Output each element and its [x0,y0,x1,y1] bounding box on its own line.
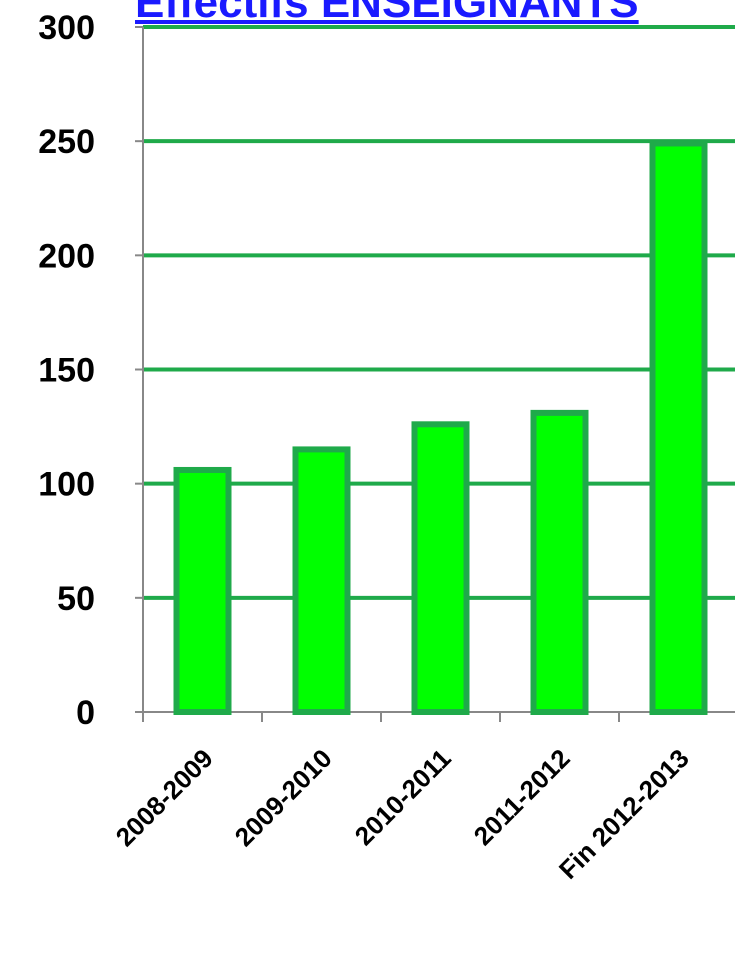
y-tick-label: 100 [38,466,95,504]
gridlines [143,25,735,600]
x-tick-labels: 2008-2009 2009-2010 2010-2011 2011-2012Fin … [110,743,695,885]
x-tick-label: 2009-2010 [229,743,338,852]
chart-title: Effectifs ENSEIGNANTS [135,0,639,27]
bar-2009-2010 [292,446,351,715]
y-tick-label: 200 [38,237,95,275]
x-tick-label: 2011-2012 [468,743,576,851]
y-tick-label: 0 [76,694,95,732]
y-tick-label: 250 [38,123,95,161]
bar-2008-2009 [173,466,232,716]
x-tick-label: 2010-2011 [349,743,457,851]
bars [173,140,708,716]
y-tick-label: 150 [38,352,95,390]
bar-2010-2011 [411,421,470,715]
y-tick-label: 300 [38,9,95,47]
y-tick-labels: 0 50 100 150 200 250 300 [38,9,95,732]
axes [135,26,735,722]
bar-Fin 2012-2013 [649,140,708,715]
x-tick-label: 2008-2009 [110,743,219,852]
y-tick-label: 50 [57,580,95,618]
bar-2011-2012 [530,409,589,715]
